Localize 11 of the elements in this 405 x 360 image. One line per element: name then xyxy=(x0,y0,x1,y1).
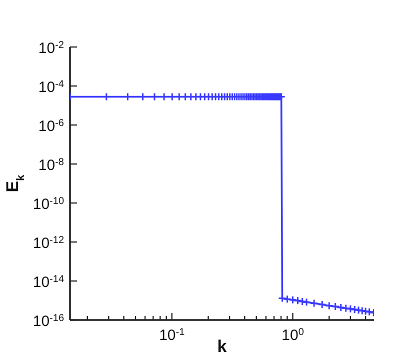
x-axis-title: k xyxy=(217,337,228,356)
x-tick-label: 10$^{-1}$ xyxy=(159,326,186,344)
y-tick-label: 10$^{-8}$ xyxy=(38,156,64,174)
y-tick-label: 10$^{-6}$ xyxy=(38,118,64,135)
y-tick-label: 10$^{-10}$ xyxy=(32,196,64,213)
y-tick-label: 10$^{-14}$ xyxy=(32,274,64,291)
x-tick-label: 10$^{0}$ xyxy=(282,326,304,344)
y-tick-label: 10$^{-4}$ xyxy=(38,78,64,96)
y-tick-label: 10$^{-12}$ xyxy=(32,234,64,252)
y-tick-label: 10$^{-2}$ xyxy=(38,40,64,57)
y-tick-label: 10$^{-16}$ xyxy=(32,312,64,330)
